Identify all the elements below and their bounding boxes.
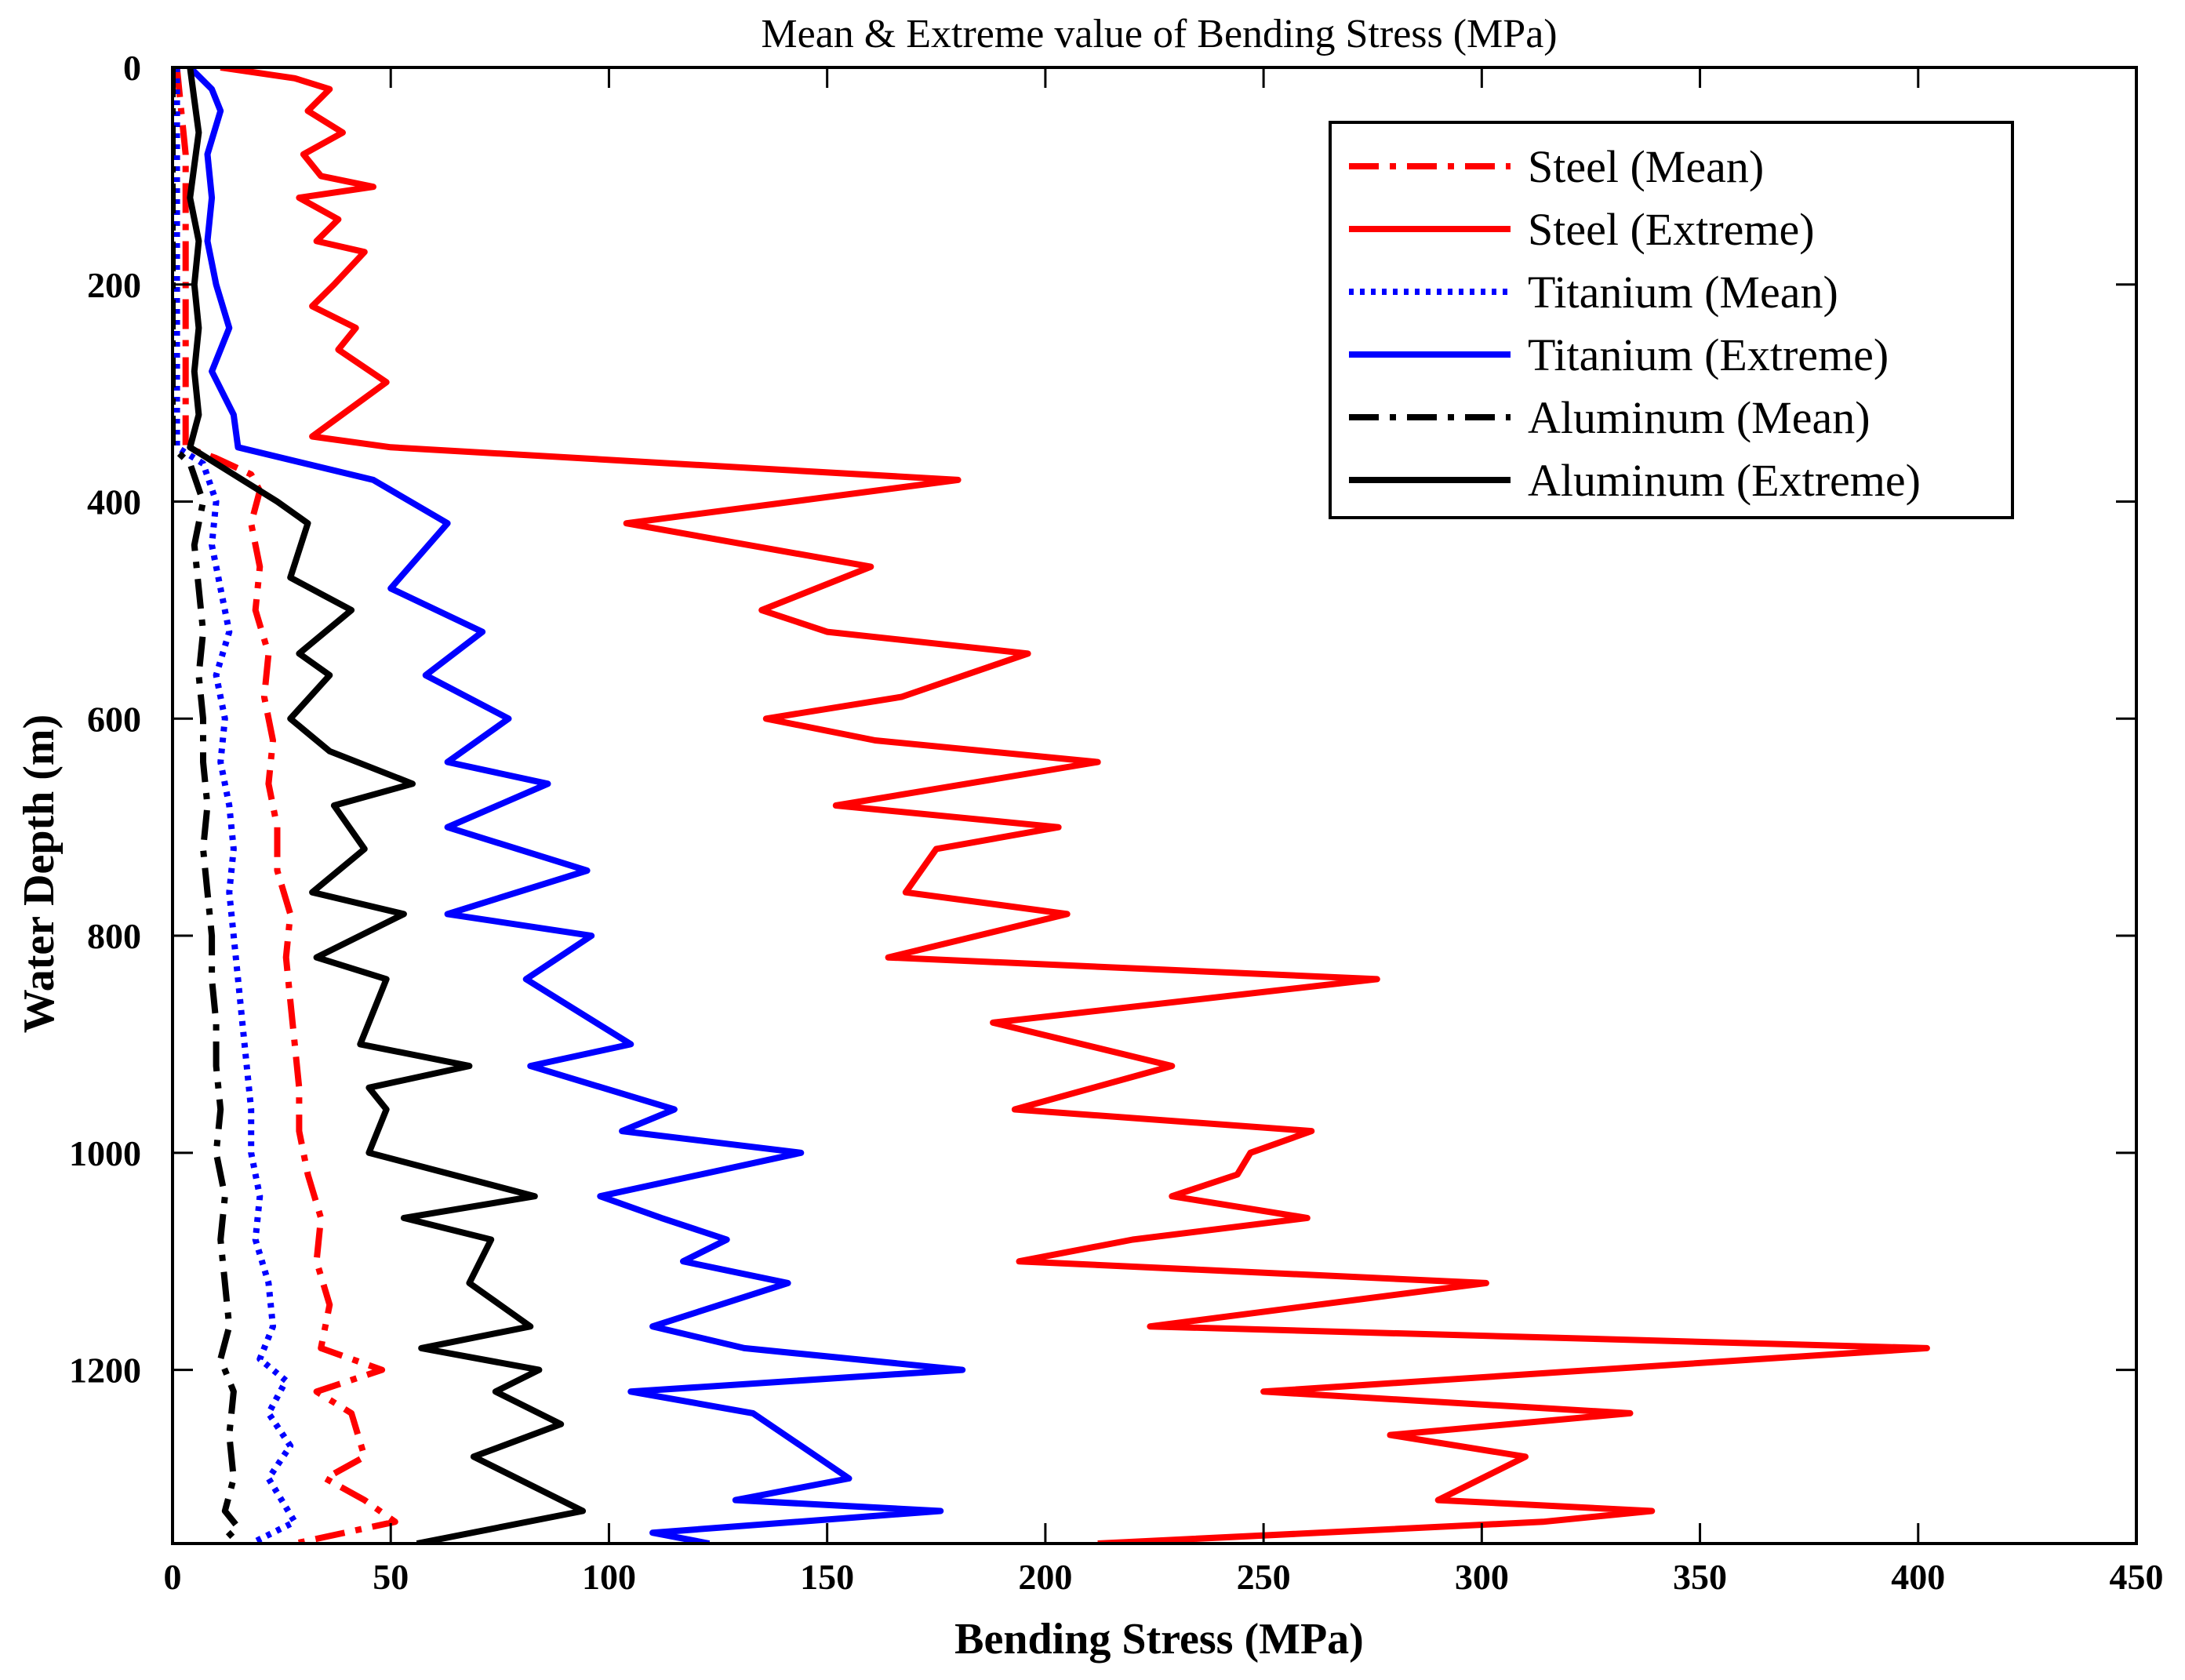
x-tick-label: 300 xyxy=(1455,1557,1509,1597)
series-line-4 xyxy=(173,67,242,1544)
x-tick-label: 400 xyxy=(1891,1557,1945,1597)
x-tick-label: 350 xyxy=(1673,1557,1727,1597)
x-tick-label: 450 xyxy=(2110,1557,2164,1597)
series-line-1 xyxy=(220,67,1930,1544)
series-line-5 xyxy=(187,67,587,1544)
x-tick-label: 0 xyxy=(164,1557,182,1597)
x-tick-label: 250 xyxy=(1237,1557,1291,1597)
series-line-2 xyxy=(173,67,298,1544)
plot-frame xyxy=(171,66,2138,1545)
legend-label-1: Steel (Extreme) xyxy=(1528,204,1815,255)
y-tick-label: 200 xyxy=(87,265,141,305)
axes: 0 50 100 150 200 250 300 350 400 450 0 200 400 600 800… xyxy=(69,48,2164,1597)
y-axis-label: Water Depth (m) xyxy=(15,715,64,1033)
plot-area xyxy=(173,67,1930,1544)
y-tick-label: 1000 xyxy=(69,1133,141,1173)
legend-label-5: Aluminum (Extreme) xyxy=(1528,455,1921,506)
x-tick-label: 150 xyxy=(800,1557,854,1597)
legend-box xyxy=(1329,121,2014,519)
legend: Steel (Mean) Steel (Extreme) Titanium (Mea… xyxy=(1329,121,2014,519)
legend-label-3: Titanium (Extreme) xyxy=(1528,329,1889,380)
y-tick-label: 400 xyxy=(87,482,141,522)
y-tick-label: 1200 xyxy=(69,1351,141,1391)
y-tick-label: 800 xyxy=(87,916,141,956)
x-tick-label: 50 xyxy=(373,1557,409,1597)
x-tick-label: 100 xyxy=(582,1557,636,1597)
legend-label-2: Titanium (Mean) xyxy=(1528,267,1838,318)
legend-label-4: Aluminum (Mean) xyxy=(1528,392,1871,443)
y-tick-label: 0 xyxy=(123,48,141,88)
series-line-3 xyxy=(187,67,966,1544)
x-tick-label: 200 xyxy=(1018,1557,1072,1597)
legend-label-0: Steel (Mean) xyxy=(1528,141,1764,192)
y-tick-label: 600 xyxy=(87,699,141,739)
chart-title: Mean & Extreme value of Bending Stress (… xyxy=(761,12,1557,56)
x-axis-label: Bending Stress (MPa) xyxy=(954,1615,1364,1664)
